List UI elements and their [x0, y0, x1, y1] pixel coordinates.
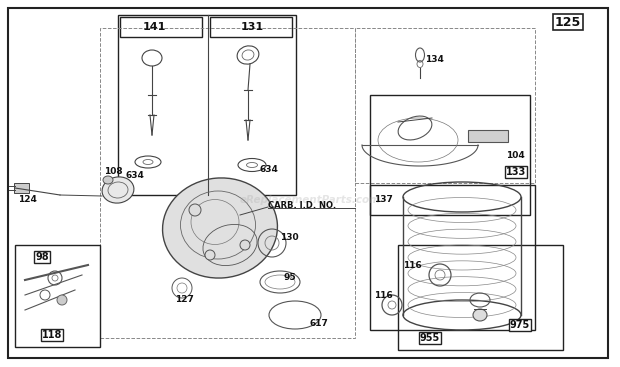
Text: 133: 133: [506, 167, 526, 177]
Text: 116: 116: [374, 291, 392, 299]
Text: 975: 975: [510, 320, 530, 330]
Bar: [118, 15, 296, 195]
Text: 955: 955: [420, 333, 440, 343]
Bar: [355, 28, 535, 183]
Text: CARB. I.D. NO.: CARB. I.D. NO.: [268, 200, 336, 210]
Text: 131: 131: [241, 22, 264, 32]
Circle shape: [189, 204, 201, 216]
Text: 124: 124: [18, 196, 37, 204]
Ellipse shape: [103, 176, 113, 184]
Text: eReplacementParts.com: eReplacementParts.com: [239, 195, 381, 205]
Ellipse shape: [473, 309, 487, 321]
Text: 95: 95: [283, 273, 296, 283]
Text: 634: 634: [260, 166, 279, 174]
Text: 137: 137: [374, 196, 393, 204]
Text: 141: 141: [143, 22, 166, 32]
Bar: [14, 183, 29, 193]
Text: 118: 118: [42, 330, 62, 340]
Bar: [370, 95, 530, 215]
Text: 617: 617: [310, 319, 329, 327]
Text: 134: 134: [425, 55, 444, 65]
Text: 104: 104: [506, 150, 525, 160]
Bar: [398, 245, 563, 350]
Text: 127: 127: [175, 295, 194, 305]
Ellipse shape: [102, 177, 134, 203]
Circle shape: [240, 240, 250, 250]
Circle shape: [57, 295, 67, 305]
Bar: [370, 185, 535, 330]
Text: 116: 116: [403, 261, 422, 269]
Ellipse shape: [162, 178, 277, 278]
Text: 98: 98: [35, 252, 49, 262]
Circle shape: [205, 250, 215, 260]
Text: 634: 634: [126, 171, 145, 179]
Bar: [468, 130, 508, 142]
Bar: [120, 17, 202, 37]
Bar: [210, 17, 292, 37]
Bar: [100, 28, 355, 338]
Text: 130: 130: [280, 233, 299, 243]
Text: 125: 125: [555, 15, 581, 29]
Text: 108: 108: [104, 167, 123, 177]
Bar: [15, 245, 100, 347]
